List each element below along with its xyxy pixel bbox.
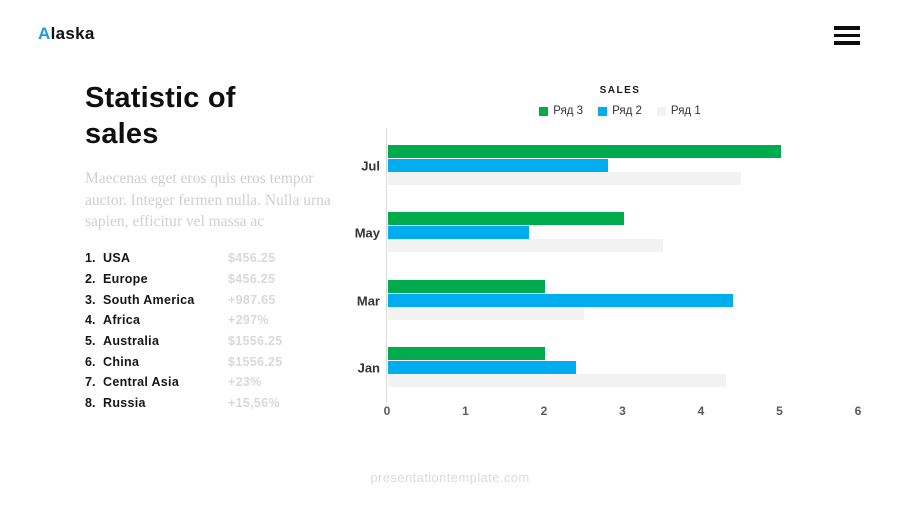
chart-bar [388,225,530,239]
chart-bar [388,307,585,321]
list-item: 5. Australia $1556.25 [85,331,320,352]
legend-swatch-icon [598,106,608,116]
list-rank: 5. [85,334,96,349]
list-item: 6. China $1556.25 [85,351,320,372]
list-item: 1. USA $456.25 [85,248,320,269]
list-value: +15,56% [228,396,280,411]
list-country: Russia [103,396,146,411]
list-country: China [103,354,140,369]
list-rank: 6. [85,354,96,369]
legend-label: Ряд 2 [612,105,642,117]
logo-accent-letter: A [38,24,51,43]
list-rank: 8. [85,396,96,411]
legend-item[interactable]: Ряд 1 [656,105,701,117]
list-value: $1556.25 [228,354,283,369]
list-item: 3. South America +987.65 [85,289,320,310]
chart-bar [388,145,781,158]
description-text: Maecenas eget eros quis eros tempor auct… [85,170,331,230]
list-country: USA [103,251,131,266]
chart-bar [388,293,734,307]
list-country: Europe [103,272,148,287]
chart-bar [388,374,726,388]
category-label: May [354,225,380,240]
menu-icon-bar [834,26,860,30]
y-axis-line [386,128,387,402]
country-list: 1. USA $456.25 2. Europe $456.25 3. South Ameri… [85,248,320,414]
category-label: Jul [361,158,380,173]
chart-title: SALES [599,85,641,96]
legend-label: Ряд 1 [670,105,701,117]
list-rank: 1. [85,251,96,266]
page-title: Statistic of sales [85,82,236,150]
list-value: $456.25 [228,251,276,266]
chart-bar [388,360,577,374]
list-rank: 2. [85,272,96,287]
list-rank: 4. [85,313,96,328]
app-logo: Alaska [38,24,95,44]
legend-item[interactable]: Ряд 2 [598,105,642,117]
chart-bar [388,212,624,225]
legend-label: Ряд 3 [553,105,584,117]
x-tick-label: 2 [540,404,548,418]
list-item: 7. Central Asia +23% [85,372,320,393]
list-rank: 3. [85,292,96,307]
menu-icon[interactable] [834,26,860,45]
category-label: Jan [357,360,380,375]
x-tick-label: 3 [619,404,626,418]
list-value: +297% [228,313,269,328]
chart-legend: SALES Ряд 3 Ряд 2 Ряд 1 [480,85,760,117]
watermark: presentationtemplate.com [370,470,530,485]
x-tick-label: 6 [854,404,862,418]
list-value: +23% [228,375,262,390]
chart-bar [388,347,545,360]
list-value: $456.25 [228,272,276,287]
list-item: 8. Russia +15,56% [85,393,320,414]
chart-bar [388,280,545,293]
category-label: Mar [356,293,380,308]
list-rank: 7. [85,375,96,390]
list-country: Central Asia [103,375,180,390]
list-item: 2. Europe $456.25 [85,269,320,290]
legend-items: Ряд 3 Ряд 2 Ряд 1 [480,105,760,117]
list-country: South America [103,292,195,307]
list-country: Australia [103,334,160,349]
x-tick-label: 1 [462,404,469,418]
list-value: $1556.25 [228,334,283,349]
list-country: Africa [103,313,141,328]
menu-icon-bar [834,33,860,37]
list-value: +987.65 [228,292,276,307]
legend-swatch-icon [539,106,549,116]
chart-bar [388,158,608,172]
legend-item[interactable]: Ряд 3 [539,105,583,117]
chart-bar [388,172,742,186]
x-tick-label: 5 [776,404,783,418]
logo-text: laska [50,24,95,43]
menu-icon-bar [834,41,860,45]
chart-bar [388,239,663,253]
x-tick-label: 0 [383,404,391,418]
x-tick-label: 4 [697,404,705,418]
list-item: 4. Africa +297% [85,310,320,331]
legend-swatch-icon [656,106,666,116]
